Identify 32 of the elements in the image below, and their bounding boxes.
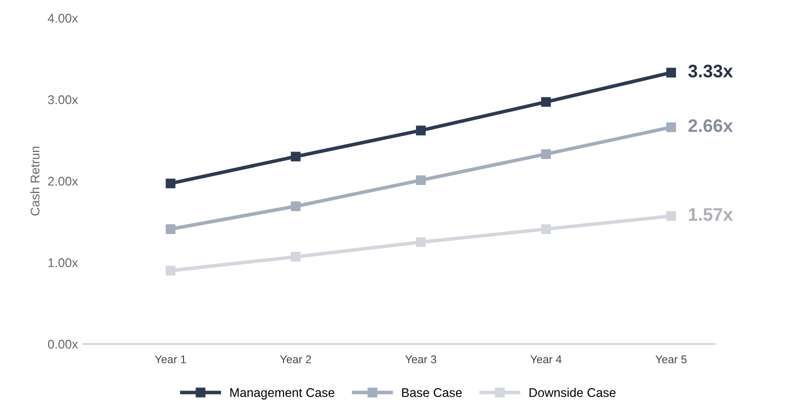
point xyxy=(666,68,676,78)
point xyxy=(416,175,426,186)
legend-label: Base Case xyxy=(402,388,462,398)
legend-label: Downside Case xyxy=(530,388,616,398)
y-tick-label: 2.00x xyxy=(48,176,78,186)
x-tick-label: Year 5 xyxy=(656,356,687,364)
y-axis-title: Cash Retrun xyxy=(30,146,40,216)
y-tick-label: 1.00x xyxy=(48,258,78,268)
point xyxy=(166,224,176,234)
point xyxy=(541,224,551,234)
point xyxy=(290,201,301,212)
data-label: 2.66x xyxy=(688,119,733,132)
point xyxy=(541,149,551,159)
legend-label: Management Case xyxy=(230,388,334,400)
y-tick-label: 4.00x xyxy=(48,14,78,23)
point xyxy=(416,126,426,136)
point xyxy=(666,211,676,221)
data-label: 3.33x xyxy=(688,64,733,78)
point xyxy=(541,97,551,107)
point xyxy=(166,178,176,188)
y-tick-label: 0.00x xyxy=(48,340,78,349)
point xyxy=(666,122,676,132)
data-label: 1.57x xyxy=(688,208,733,221)
x-tick-label: Year 4 xyxy=(530,356,562,364)
point xyxy=(166,266,176,276)
x-tick-label: Year 1 xyxy=(154,356,186,364)
x-tick-label: Year 2 xyxy=(280,355,312,364)
point xyxy=(290,152,301,162)
point xyxy=(290,252,301,262)
point xyxy=(416,237,426,247)
y-tick-label: 3.00x xyxy=(48,95,78,104)
x-tick-label: Year 3 xyxy=(405,355,436,364)
